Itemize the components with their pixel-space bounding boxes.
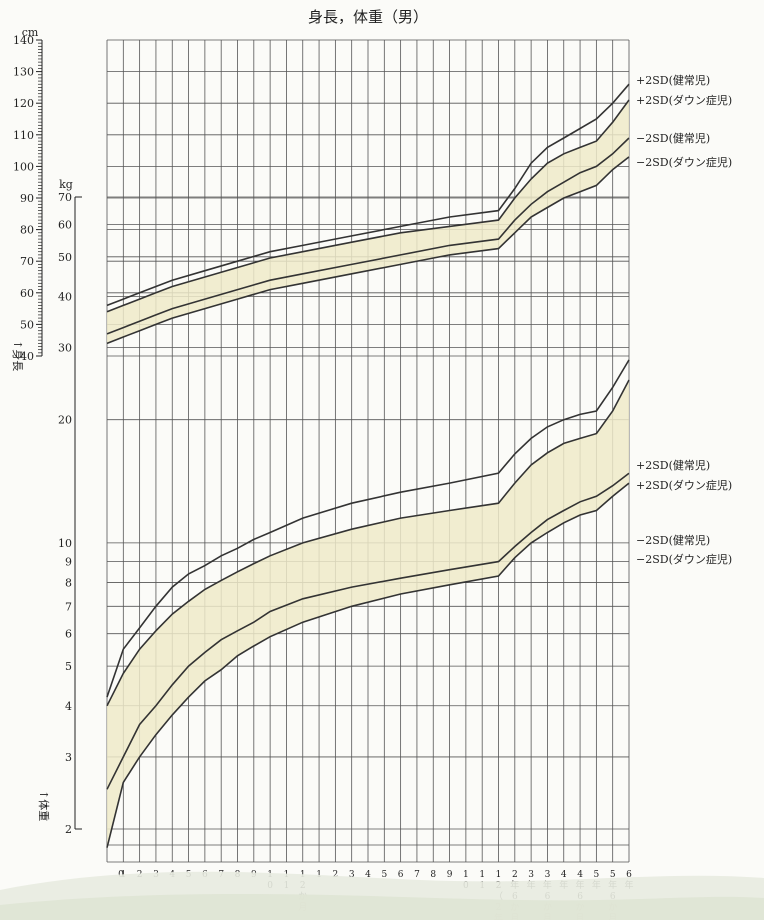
weight-tick-label: 4 [65,700,72,713]
height-ds-band [107,100,629,344]
weight-ds-band [107,380,629,848]
weight-series-label: +2SD(健常児) [636,459,710,472]
x-label: 3 [349,870,355,880]
x-label-text: 3 [349,870,355,880]
x-label: 7 [414,870,420,880]
weight-tick-label: 9 [65,556,72,569]
x-label: 6 [398,870,404,880]
x-label-text: 9 [447,870,453,880]
height-ticks: 140 130 120 110 100 90 80 70 60 50 40 [13,34,42,363]
height-series-line [106,137,630,335]
ds-bands [107,100,629,848]
height-series-label: +2SD(健常児) [636,74,710,87]
x-label: 4 [365,870,371,880]
weight-tick-label: 70 [58,191,72,204]
height-series-label: +2SD(ダウン症児) [636,93,732,107]
weight-series-label: +2SD(ダウン症児) [636,478,732,492]
x-label: 9 [447,870,453,880]
weight-series-line [106,359,630,698]
weight-series-line [106,472,630,790]
x-label: 8 [430,870,436,880]
height-axis-label: ↑身長 [11,340,25,371]
x-label: 5 [381,870,387,880]
legend: +2SD(健常児) +2SD(ダウン症児) −2SD(健常児) −2SD(ダウン症児)… [636,74,732,566]
x-label-text: 2 [333,870,339,880]
x-label: 2 [333,870,339,880]
weight-tick-label: 2 [65,823,72,836]
height-tick-label: 120 [13,97,34,110]
weight-tick-label: 40 [58,290,72,303]
weight-axis-label: ↑体重 [37,790,51,821]
height-tick-label: 140 [13,34,34,47]
weight-series-line [106,379,630,707]
x-label-text: 5 [381,870,387,880]
height-series-line [106,83,630,307]
weight-series-line [106,482,630,848]
x-label-text: 4 [365,870,371,880]
series-lines [106,83,630,848]
height-tick-label: 70 [20,255,34,268]
height-tick-label: 40 [20,350,34,363]
height-tick-label: 50 [20,318,34,331]
height-tick-label: 90 [20,192,34,205]
x-label-text: 8 [430,870,436,880]
height-series-label: −2SD(健常児) [636,132,710,145]
weight-tick-label: 6 [65,628,72,641]
x-label-text: 7 [414,870,420,880]
height-tick-label: 100 [13,160,34,173]
height-tick-label: 80 [20,224,34,237]
weight-tick-label: 20 [58,414,72,427]
weight-tick-label: 30 [58,342,72,355]
height-tick-label: 110 [13,129,34,142]
height-series-label: −2SD(ダウン症児) [636,155,732,169]
x-label-text: 6 [398,870,404,880]
weight-tick-label: 60 [58,218,72,231]
height-unit: cm [22,26,39,39]
weight-series-label: −2SD(健常児) [636,534,710,547]
decorative-hill [0,871,764,920]
weight-tick-label: 50 [58,251,72,264]
weight-tick-label: 8 [65,577,72,590]
height-tick-label: 60 [20,287,34,300]
weight-tick-label: 5 [65,660,72,673]
weight-unit: kg [59,178,73,191]
weight-tick-label: 10 [58,537,72,550]
height-tick-label: 130 [13,66,34,79]
weight-tick-label: 3 [65,751,72,764]
chart-title: 身長，体重（男） [308,8,428,26]
weight-tick-label: 7 [65,600,72,613]
height-series-line [106,156,630,345]
weight-ticks: 70 60 50 40 30 20 10 9 8 7 6 5 4 3 2 [58,191,72,836]
weight-series-label: −2SD(ダウン症児) [636,552,732,566]
height-series-line [106,99,630,313]
